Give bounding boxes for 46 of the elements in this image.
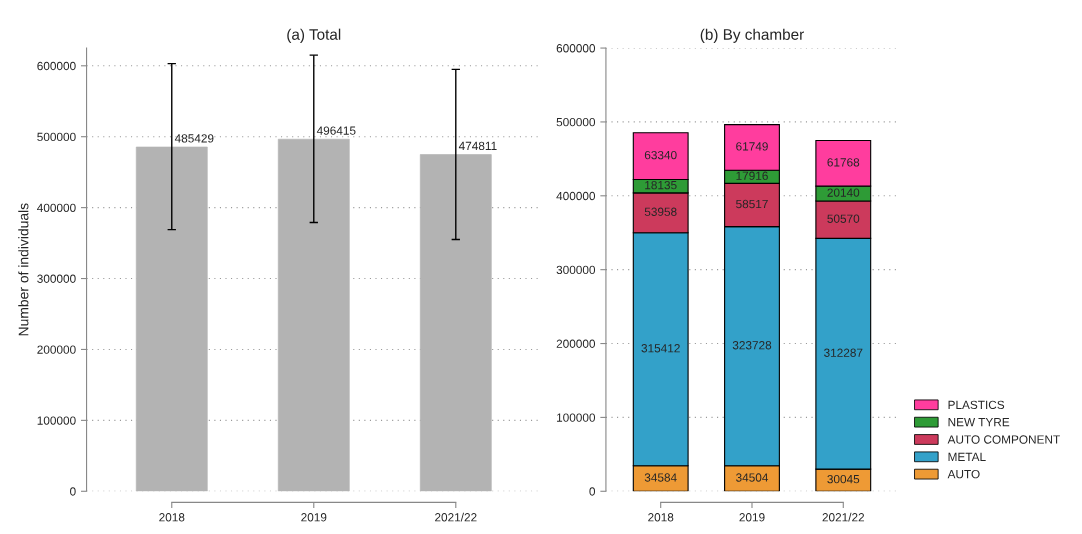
data-label: 315412 [641, 344, 680, 353]
data-label: 20140 [827, 188, 860, 197]
y-tick-label: 300000 [556, 265, 596, 275]
x-tick-label: 2019 [301, 513, 327, 522]
data-label: 17916 [736, 171, 768, 180]
x-tick-label: 2018 [159, 513, 185, 522]
data-label: 496415 [316, 126, 356, 135]
y-tick-label: 400000 [556, 191, 596, 201]
data-label: 312287 [824, 348, 863, 357]
legend-label: NEW TYRE [948, 418, 1010, 427]
data-label: 58517 [736, 199, 768, 209]
y-tick-label: 0 [589, 487, 596, 496]
y-tick-label: 200000 [37, 345, 76, 354]
y-tick-label: 500000 [37, 132, 76, 142]
legend-label: METAL [948, 452, 986, 461]
y-tick-label: 200000 [556, 339, 596, 348]
data-label: 30045 [827, 474, 860, 484]
data-label: 34584 [644, 473, 677, 482]
data-label: 323728 [732, 341, 772, 350]
y-tick-label: 0 [70, 487, 76, 496]
data-label: 63340 [644, 150, 677, 160]
y-tick-label: 500000 [556, 117, 596, 127]
data-label: 61749 [736, 142, 768, 151]
legend-label: AUTO COMPONENT [947, 435, 1060, 444]
x-tick-label: 2021/22 [435, 512, 477, 522]
data-label: 34504 [736, 473, 769, 482]
data-label: 485429 [174, 134, 214, 143]
y-axis-title: Number of individuals [18, 203, 29, 336]
data-label: 474811 [458, 141, 497, 151]
data-label: 53958 [644, 207, 677, 216]
x-tick-label: 2019 [739, 513, 765, 522]
data-label: 61768 [827, 158, 860, 167]
legend-label: PLASTICS [948, 400, 1005, 410]
data-label: 18135 [645, 180, 677, 190]
chart-title: (b) By chamber [700, 28, 804, 43]
y-tick-label: 100000 [37, 416, 76, 425]
y-tick-label: 600000 [37, 61, 76, 71]
data-label: 50570 [827, 214, 860, 223]
y-tick-label: 400000 [37, 203, 76, 213]
x-tick-label: 2018 [648, 513, 674, 522]
y-tick-label: 100000 [557, 413, 596, 422]
y-tick-label: 600000 [556, 44, 596, 53]
chart-title: (a) Total [287, 28, 341, 43]
x-tick-label: 2021/22 [822, 512, 865, 522]
legend-label: AUTO [947, 469, 980, 479]
y-tick-label: 300000 [37, 274, 76, 283]
